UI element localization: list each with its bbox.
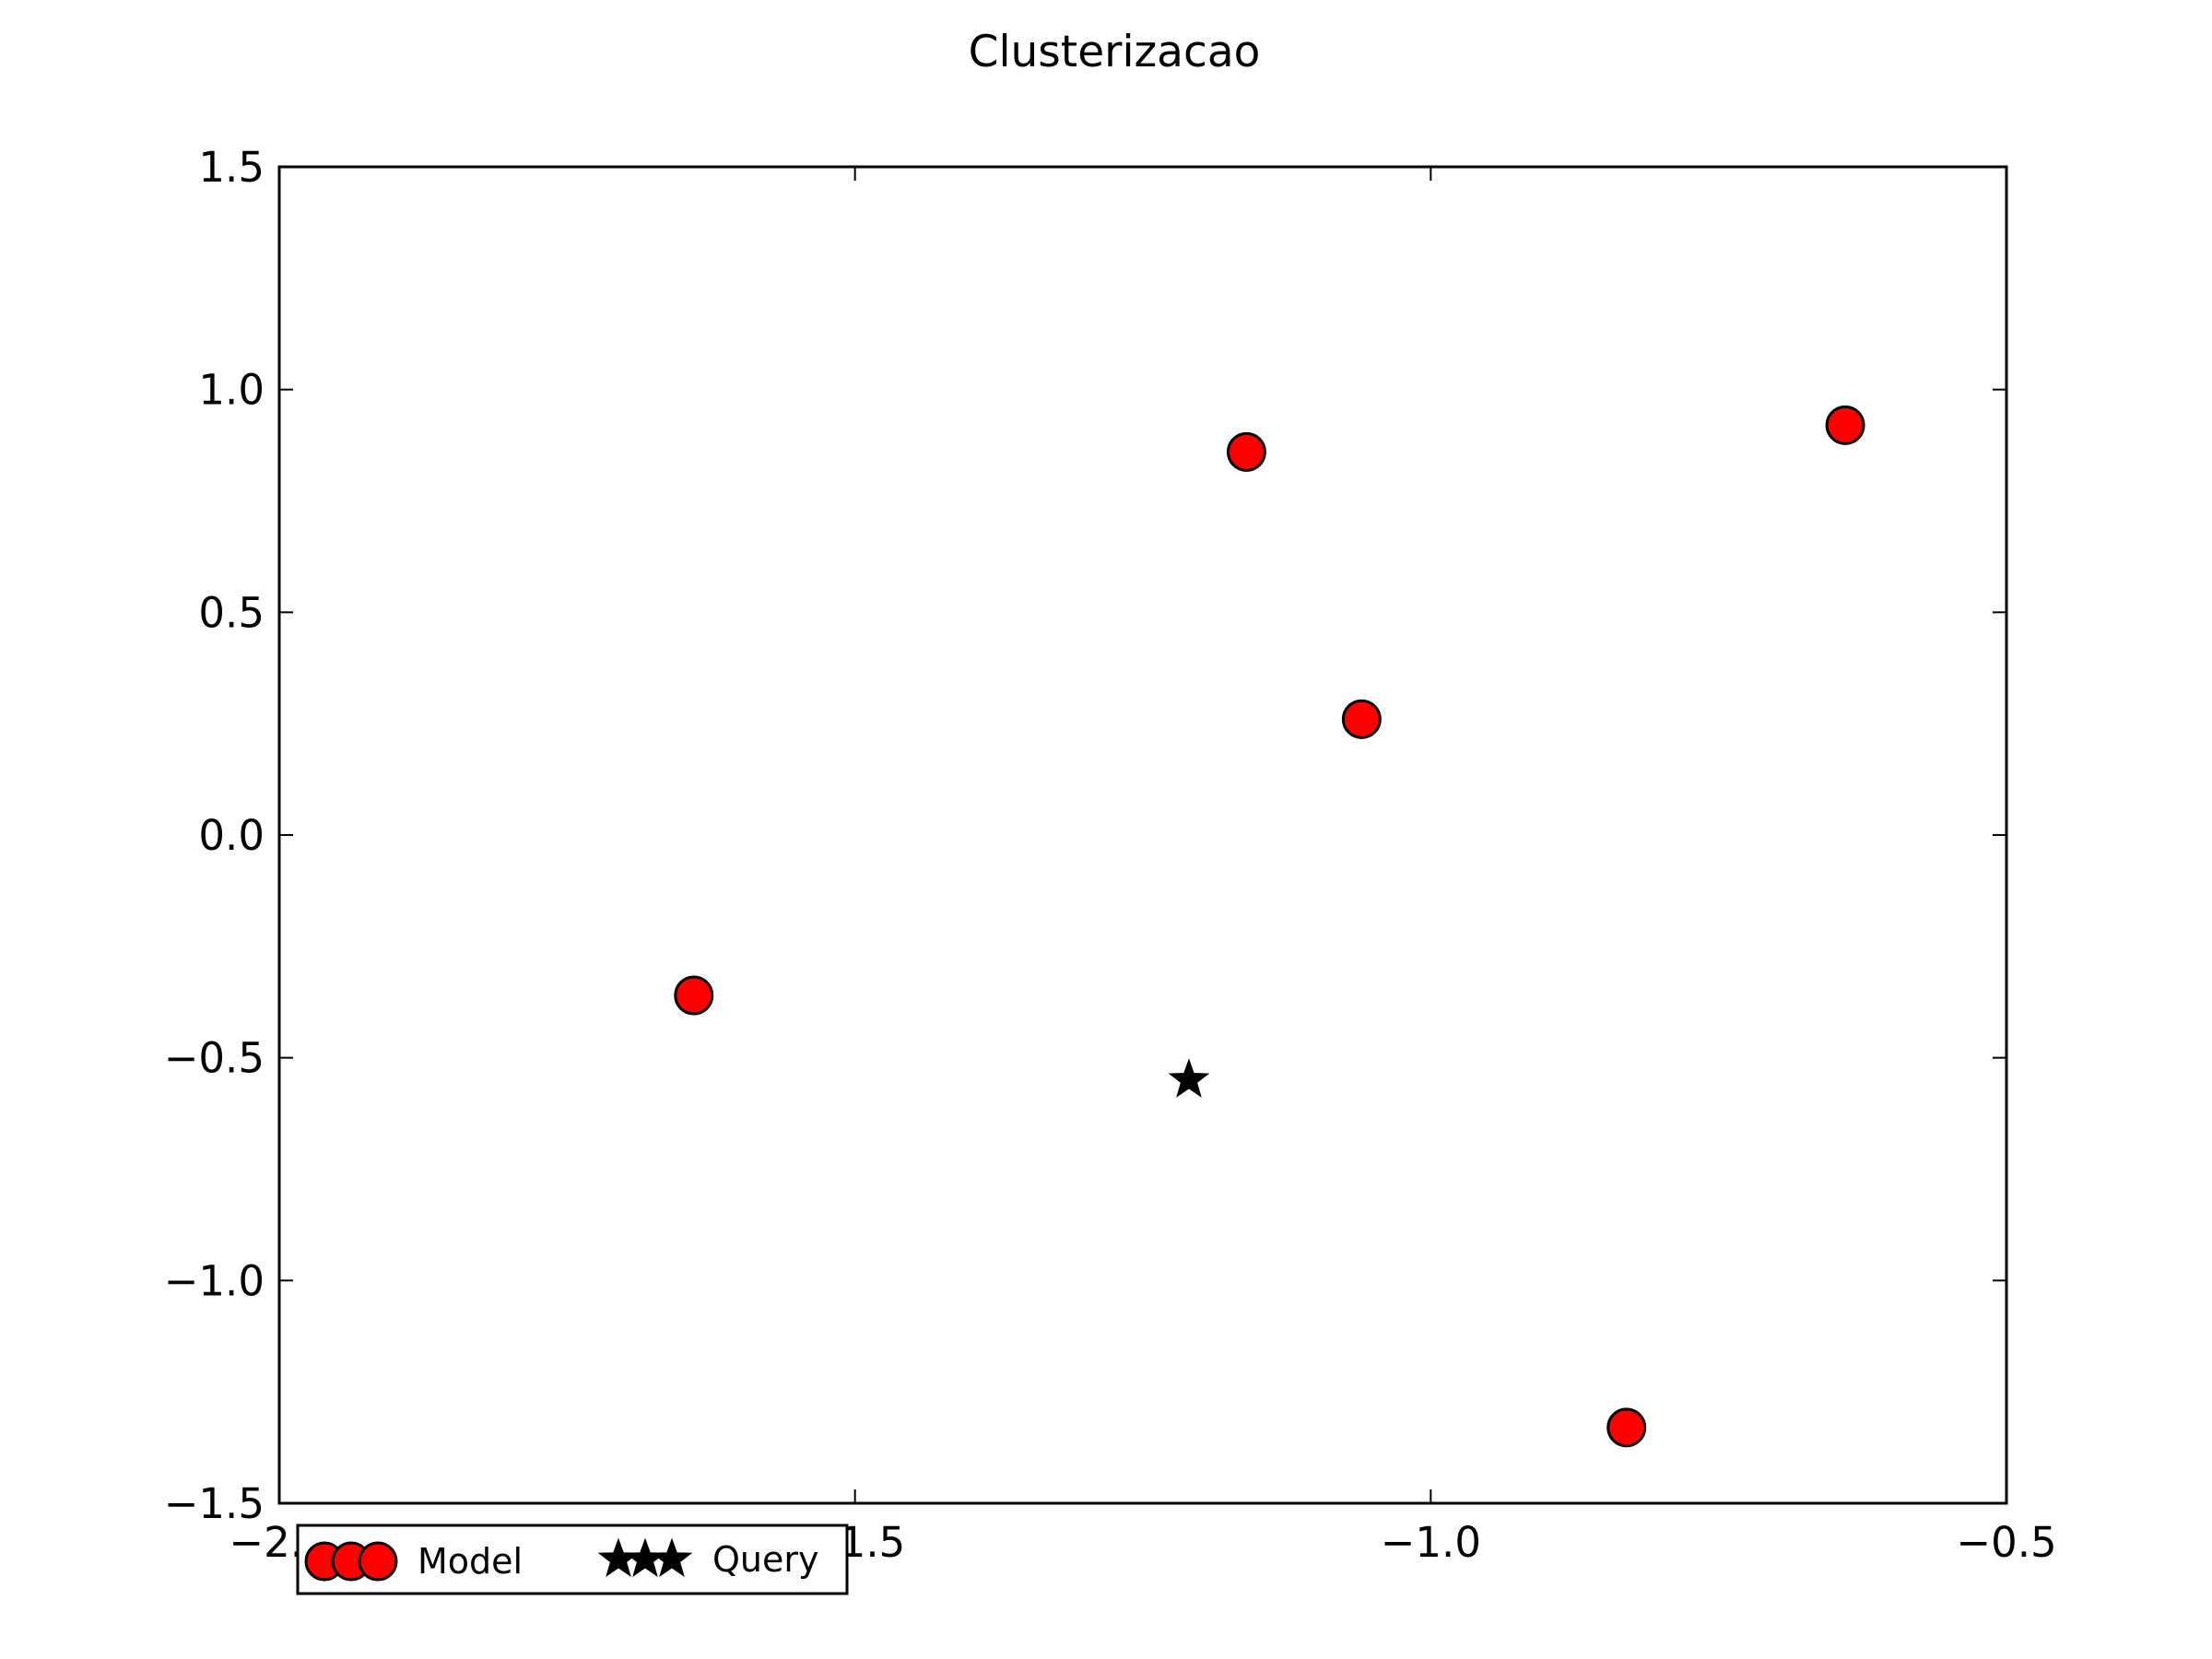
plot-area — [277, 165, 2008, 1505]
y-tick-label: 1.5 — [198, 143, 265, 192]
y-tick-label: 0.5 — [198, 588, 265, 637]
legend-model-marker — [358, 1541, 398, 1582]
y-tick-label: −0.5 — [164, 1034, 265, 1083]
model-point — [1606, 1407, 1647, 1448]
chart-title: Clusterizacao — [969, 27, 1261, 77]
legend-model-label: Model — [418, 1541, 523, 1582]
y-tick-label: −1.0 — [164, 1256, 265, 1305]
model-point — [1226, 431, 1266, 472]
axis-ticks: −2.0 −1.5 −1.0 −0.5−1.5−1.0−0.50.00.51.01.5 — [164, 143, 2057, 1567]
y-tick-label: 1.0 — [198, 366, 265, 415]
model-point — [674, 975, 714, 1016]
query-point — [1168, 1058, 1210, 1098]
legend: Model Query — [296, 1524, 849, 1595]
data-marks — [674, 405, 1865, 1448]
legend-query-marker — [651, 1537, 693, 1577]
legend-query-label: Query — [712, 1539, 818, 1580]
y-tick-label: 0.0 — [198, 811, 265, 860]
y-tick-label: −1.5 — [164, 1479, 265, 1528]
x-tick-label: −0.5 — [1956, 1518, 2056, 1567]
x-tick-label: −1.0 — [1381, 1518, 1481, 1567]
model-point — [1341, 699, 1382, 739]
model-point — [1825, 405, 1865, 445]
